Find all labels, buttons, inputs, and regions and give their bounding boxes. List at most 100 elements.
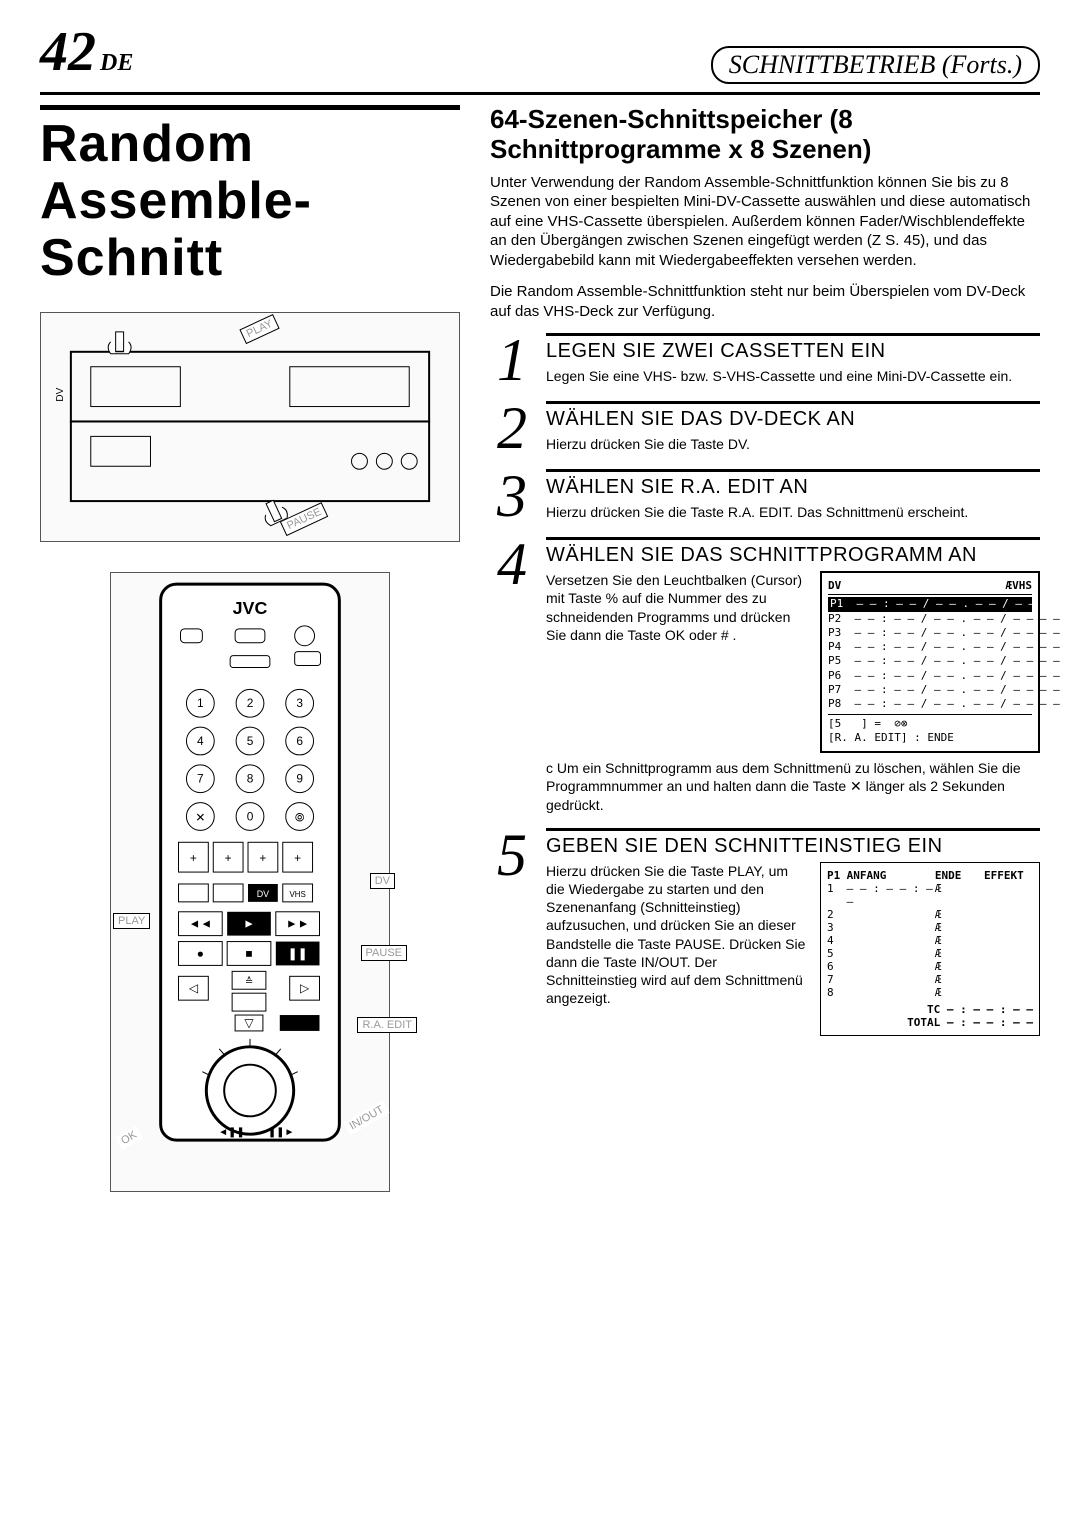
page-number-value: 42	[40, 21, 96, 83]
intro-p1: Unter Verwendung der Random Assemble-Sch…	[490, 173, 1040, 271]
step-rule	[546, 401, 1040, 404]
step-rule	[546, 469, 1040, 472]
osd2-col-4: EFFEKT	[984, 869, 1033, 882]
svg-text:4: 4	[197, 734, 204, 748]
osd1-row-5: P5 – – : – – / – – . – – / – – – –	[828, 654, 1032, 668]
step-4-title: WÄHLEN SIE DAS SCHNITTPROGRAMM AN	[546, 544, 1040, 567]
osd2-row: 2Æ	[827, 908, 1033, 921]
step-rule	[546, 537, 1040, 540]
page-header: 42DE SCHNITTBETRIEB (Forts.)	[40, 20, 1040, 84]
osd2-row: 6Æ	[827, 960, 1033, 973]
svg-text:1: 1	[197, 696, 204, 710]
deck-illustration: DV PLAY PAUSE	[40, 312, 460, 542]
svg-text:0: 0	[247, 809, 254, 823]
osd2-rows: 1– – : – – : – –Æ2Æ3Æ4Æ5Æ6Æ7Æ8Æ	[827, 882, 1033, 999]
svg-text:✕: ✕	[195, 810, 205, 824]
svg-text:►: ►	[243, 916, 255, 930]
step-3: 3 WÄHLEN SIE R.A. EDIT AN Hierzu drücken…	[490, 469, 1040, 523]
osd2-row: 4Æ	[827, 934, 1033, 947]
remote-callout-raedit: R.A. EDIT	[357, 1017, 417, 1033]
step-rule	[546, 828, 1040, 831]
step-4-text: Versetzen Sie den Leuchtbalken (Cursor) …	[546, 571, 810, 753]
osd1-row-3: P3 – – : – – / – – . – – / – – – –	[828, 626, 1032, 640]
step-rule	[546, 333, 1040, 336]
svg-text:◄❚❚: ◄❚❚	[218, 1127, 244, 1138]
remote-callout-dv: DV	[370, 873, 395, 889]
deck-svg: DV	[41, 312, 459, 541]
svg-text:●: ●	[197, 946, 204, 960]
step-3-title: WÄHLEN SIE R.A. EDIT AN	[546, 476, 1040, 499]
svg-text:7: 7	[197, 771, 204, 785]
svg-text:6: 6	[296, 734, 303, 748]
svg-text:►►: ►►	[286, 916, 310, 930]
step-2-number: 2	[490, 401, 534, 455]
step-4-number: 4	[490, 537, 534, 814]
svg-text:▽: ▽	[244, 1016, 254, 1030]
left-column: Random Assemble-Schnitt DV PLAY PAUSE	[40, 105, 460, 1192]
step-3-text: Hierzu drücken Sie die Taste R.A. EDIT. …	[546, 503, 1040, 521]
svg-text:◄◄: ◄◄	[189, 916, 213, 930]
svg-text:❚❚►: ❚❚►	[268, 1127, 294, 1138]
section-header: SCHNITTBETRIEB (Forts.)	[711, 46, 1040, 84]
osd2-col-1: P1	[827, 869, 847, 882]
osd2-col-2: ANFANG	[847, 869, 935, 882]
top-rule	[40, 92, 1040, 95]
step-2-text: Hierzu drücken Sie die Taste DV.	[546, 435, 1040, 453]
step-2-title: WÄHLEN SIE DAS DV-DECK AN	[546, 408, 1040, 431]
remote-brand-text: JVC	[233, 597, 268, 617]
osd1-foot1: [5 ] = ⊘⊗	[828, 717, 1032, 731]
intro-p2: Die Random Assemble-Schnittfunktion steh…	[490, 282, 1040, 321]
step-2: 2 WÄHLEN SIE DAS DV-DECK AN Hierzu drück…	[490, 401, 1040, 455]
osd2-row: 1– – : – – : – –Æ	[827, 882, 1033, 908]
svg-text:VHS: VHS	[289, 889, 305, 898]
osd1-row-7: P7 – – : – – / – – . – – / – – – –	[828, 683, 1032, 697]
svg-text:5: 5	[247, 734, 254, 748]
osd2-row: 3Æ	[827, 921, 1033, 934]
osd1-hdr-right: ÆVHS	[1006, 579, 1033, 592]
svg-text:⦾: ⦾	[295, 810, 305, 824]
step-5: 5 GEBEN SIE DEN SCHNITTEINSTIEG EIN Hier…	[490, 828, 1040, 1036]
step-1-title: LEGEN SIE ZWEI CASSETTEN EIN	[546, 340, 1040, 363]
svg-text:◁: ◁	[189, 981, 199, 995]
step-3-number: 3	[490, 469, 534, 523]
osd1-row-6: P6 – – : – – / – – . – – / – – – –	[828, 669, 1032, 683]
intro-heading: 64-Szenen-Schnittspeicher (8 Schnittprog…	[490, 105, 1040, 165]
svg-text:+: +	[225, 851, 232, 865]
svg-text:+: +	[259, 851, 266, 865]
osd2-tc: TC – : – – : – –	[827, 1003, 1033, 1016]
step-1-text: Legen Sie eine VHS- bzw. S-VHS-Cassette …	[546, 367, 1040, 385]
svg-text:2: 2	[247, 696, 254, 710]
svg-text:+: +	[190, 851, 197, 865]
title-rule	[40, 105, 460, 110]
remote-svg: JVC 1 2 3 4 5 6 7 8 9 ✕	[111, 573, 389, 1191]
svg-text:DV: DV	[257, 888, 269, 898]
right-column: 64-Szenen-Schnittspeicher (8 Schnittprog…	[490, 105, 1040, 1192]
svg-text:≙: ≙	[245, 975, 253, 987]
osd2-row: 5Æ	[827, 947, 1033, 960]
osd-programs: DV ÆVHS P1 – – : – – / – – . – – / – – –…	[820, 571, 1040, 753]
svg-text:+: +	[294, 851, 301, 865]
osd2-col-3: ENDE	[935, 869, 984, 882]
osd2-row: 7Æ	[827, 973, 1033, 986]
step-4-note: c Um ein Schnittprogramm aus dem Schnitt…	[546, 759, 1040, 814]
remote-callout-play: PLAY	[113, 913, 150, 929]
osd2-total: TOTAL – : – – : – –	[827, 1016, 1033, 1029]
svg-text:9: 9	[296, 771, 303, 785]
step-5-text: Hierzu drücken Sie die Taste PLAY, um di…	[546, 862, 810, 1036]
svg-text:DV: DV	[55, 388, 66, 402]
osd1-hdr-left: DV	[828, 579, 841, 592]
osd1-row-8: P8 – – : – – / – – . – – / – – – –	[828, 697, 1032, 711]
svg-text:8: 8	[247, 771, 254, 785]
osd1-row-1: P1 – – : – – / – – . – – / – – – –	[828, 597, 1032, 611]
osd1-row-2: P2 – – : – – / – – . – – / – – – –	[828, 612, 1032, 626]
step-4: 4 WÄHLEN SIE DAS SCHNITTPROGRAMM AN Vers…	[490, 537, 1040, 814]
svg-text:3: 3	[296, 696, 303, 710]
svg-text:▷: ▷	[300, 981, 310, 995]
remote-illustration: JVC 1 2 3 4 5 6 7 8 9 ✕	[110, 572, 390, 1192]
main-title: Random Assemble-Schnitt	[40, 116, 460, 288]
osd-scenes: P1 ANFANG ENDE EFFEKT 1– – : – – : – –Æ2…	[820, 862, 1040, 1036]
step-5-number: 5	[490, 828, 534, 1036]
osd2-row: 8Æ	[827, 986, 1033, 999]
step-1-number: 1	[490, 333, 534, 387]
svg-text:■: ■	[245, 946, 252, 960]
